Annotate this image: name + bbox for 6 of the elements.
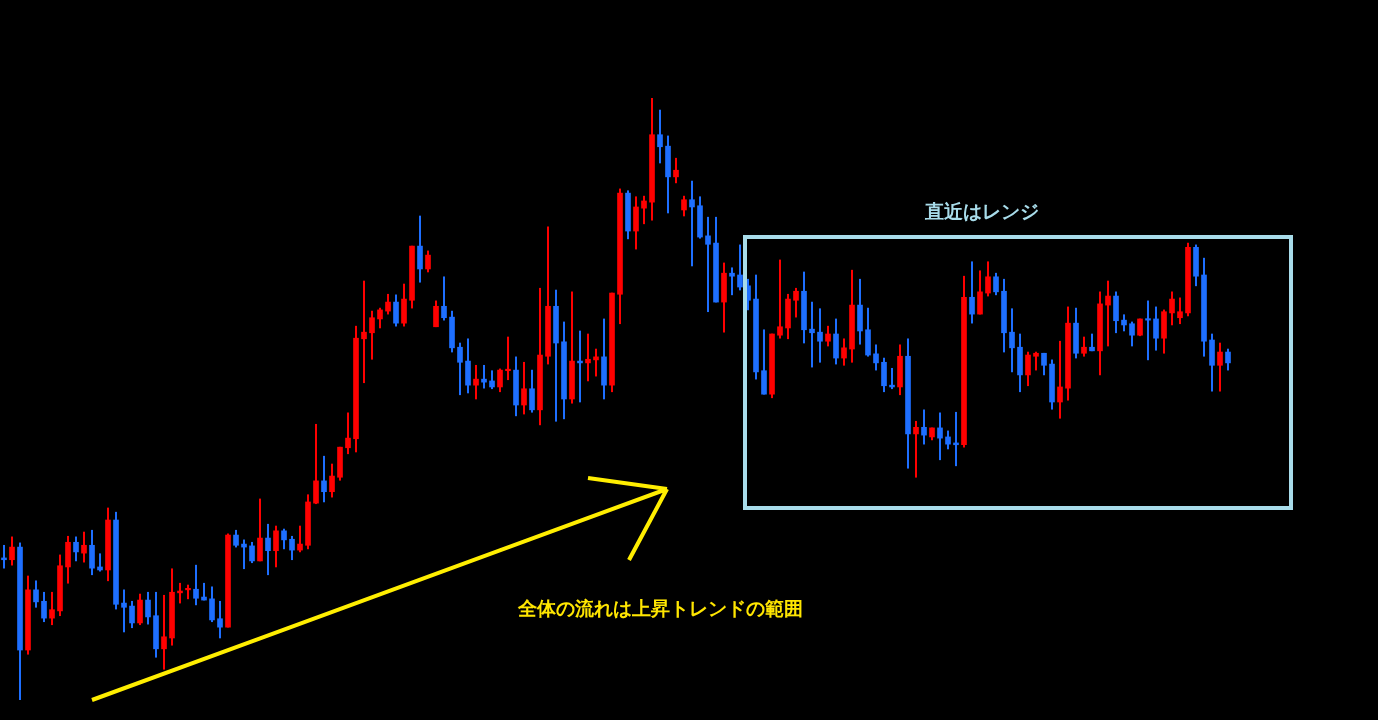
annotation: 全体の流れは上昇トレンドの範囲 — [517, 596, 803, 621]
candlestick — [809, 301, 815, 368]
candlestick — [505, 336, 511, 381]
candlestick — [1145, 300, 1151, 361]
annotation: 直近はレンジ — [925, 199, 1039, 224]
candlestick — [361, 280, 367, 384]
